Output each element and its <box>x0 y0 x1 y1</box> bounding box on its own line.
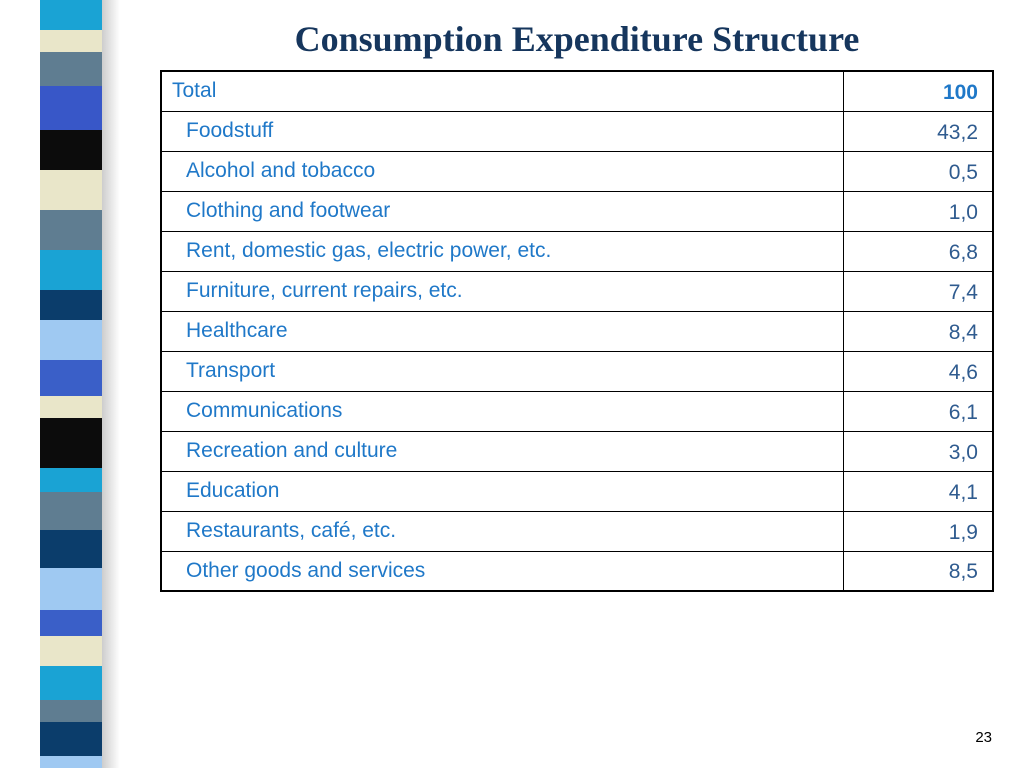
ribbon-segment <box>40 396 102 418</box>
category-value: 6,8 <box>843 231 993 271</box>
page-number: 23 <box>975 729 992 746</box>
ribbon-segment <box>40 130 102 170</box>
ribbon-segment <box>40 610 102 636</box>
category-label: Healthcare <box>161 311 843 351</box>
ribbon-segment <box>40 210 102 250</box>
ribbon-segment <box>40 418 102 468</box>
ribbon-segment <box>40 52 102 86</box>
table-row-total: Total100 <box>161 71 993 111</box>
ribbon-stripes <box>40 0 102 768</box>
ribbon-segment <box>40 636 102 666</box>
category-label: Clothing and footwear <box>161 191 843 231</box>
ribbon-segment <box>40 492 102 530</box>
category-label: Communications <box>161 391 843 431</box>
ribbon-segment <box>40 320 102 360</box>
table-row: Foodstuff43,2 <box>161 111 993 151</box>
category-label: Restaurants, café, etc. <box>161 511 843 551</box>
table-row: Alcohol and tobacco0,5 <box>161 151 993 191</box>
category-label: Other goods and services <box>161 551 843 591</box>
category-value: 7,4 <box>843 271 993 311</box>
ribbon-segment <box>40 30 102 52</box>
table-row: Communications6,1 <box>161 391 993 431</box>
ribbon-segment <box>40 0 102 30</box>
ribbon-segment <box>40 700 102 722</box>
ribbon-segment <box>40 666 102 700</box>
table-row: Healthcare8,4 <box>161 311 993 351</box>
category-label: Furniture, current repairs, etc. <box>161 271 843 311</box>
ribbon-segment <box>40 468 102 492</box>
table-row: Furniture, current repairs, etc.7,4 <box>161 271 993 311</box>
ribbon-segment <box>40 756 102 768</box>
expenditure-table: Total100Foodstuff43,2Alcohol and tobacco… <box>160 70 994 592</box>
ribbon-segment <box>40 530 102 568</box>
table-row: Transport4,6 <box>161 351 993 391</box>
category-value: 8,5 <box>843 551 993 591</box>
slide-content: Consumption Expenditure Structure Total1… <box>160 18 994 592</box>
category-label: Transport <box>161 351 843 391</box>
category-value: 8,4 <box>843 311 993 351</box>
slide-title: Consumption Expenditure Structure <box>160 18 994 60</box>
ribbon-segment <box>40 290 102 320</box>
ribbon-segment <box>40 170 102 210</box>
category-value: 1,0 <box>843 191 993 231</box>
ribbon-segment <box>40 360 102 396</box>
category-value: 43,2 <box>843 111 993 151</box>
table-row: Recreation and culture3,0 <box>161 431 993 471</box>
ribbon-segment <box>40 250 102 290</box>
category-label: Foodstuff <box>161 111 843 151</box>
table-row: Rent, domestic gas, electric power, etc.… <box>161 231 993 271</box>
table-row: Education4,1 <box>161 471 993 511</box>
category-value: 4,6 <box>843 351 993 391</box>
ribbon-segment <box>40 568 102 610</box>
ribbon-segment <box>40 722 102 756</box>
category-label: Alcohol and tobacco <box>161 151 843 191</box>
ribbon-shadow <box>100 0 120 768</box>
category-label: Rent, domestic gas, electric power, etc. <box>161 231 843 271</box>
decorative-ribbon <box>0 0 130 768</box>
table-row: Restaurants, café, etc.1,9 <box>161 511 993 551</box>
category-value: 0,5 <box>843 151 993 191</box>
category-value: 4,1 <box>843 471 993 511</box>
category-value: 6,1 <box>843 391 993 431</box>
total-label: Total <box>161 71 843 111</box>
category-value: 1,9 <box>843 511 993 551</box>
category-label: Recreation and culture <box>161 431 843 471</box>
table-row: Other goods and services8,5 <box>161 551 993 591</box>
category-value: 3,0 <box>843 431 993 471</box>
category-label: Education <box>161 471 843 511</box>
total-value: 100 <box>843 71 993 111</box>
table-row: Clothing and footwear1,0 <box>161 191 993 231</box>
ribbon-segment <box>40 86 102 130</box>
